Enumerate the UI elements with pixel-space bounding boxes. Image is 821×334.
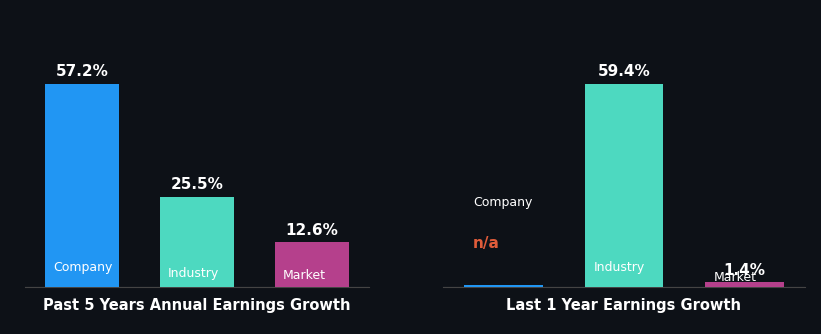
- Bar: [705, 283, 783, 287]
- Text: 59.4%: 59.4%: [598, 64, 650, 79]
- Text: 1.4%: 1.4%: [723, 263, 765, 278]
- Text: Industry: Industry: [594, 262, 644, 275]
- X-axis label: Past 5 Years Annual Earnings Growth: Past 5 Years Annual Earnings Growth: [44, 298, 351, 313]
- Text: 25.5%: 25.5%: [171, 177, 223, 192]
- Bar: [274, 242, 350, 287]
- Text: Market: Market: [282, 270, 326, 282]
- Text: n/a: n/a: [473, 236, 500, 251]
- Bar: [159, 196, 235, 287]
- Text: Company: Company: [53, 262, 112, 275]
- X-axis label: Last 1 Year Earnings Growth: Last 1 Year Earnings Growth: [507, 298, 741, 313]
- Text: Industry: Industry: [167, 267, 219, 280]
- Text: 57.2%: 57.2%: [56, 64, 108, 79]
- Text: Company: Company: [473, 196, 532, 209]
- Bar: [465, 285, 543, 287]
- Bar: [44, 84, 120, 287]
- Text: Market: Market: [713, 272, 757, 284]
- Text: 12.6%: 12.6%: [286, 223, 338, 238]
- Bar: [585, 84, 663, 287]
